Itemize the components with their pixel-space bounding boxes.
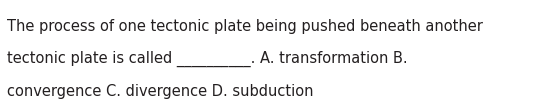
Text: The process of one tectonic plate being pushed beneath another: The process of one tectonic plate being … [7,19,483,34]
Text: tectonic plate is called __________. A. transformation B.: tectonic plate is called __________. A. … [7,51,407,67]
Text: convergence C. divergence D. subduction: convergence C. divergence D. subduction [7,84,313,99]
